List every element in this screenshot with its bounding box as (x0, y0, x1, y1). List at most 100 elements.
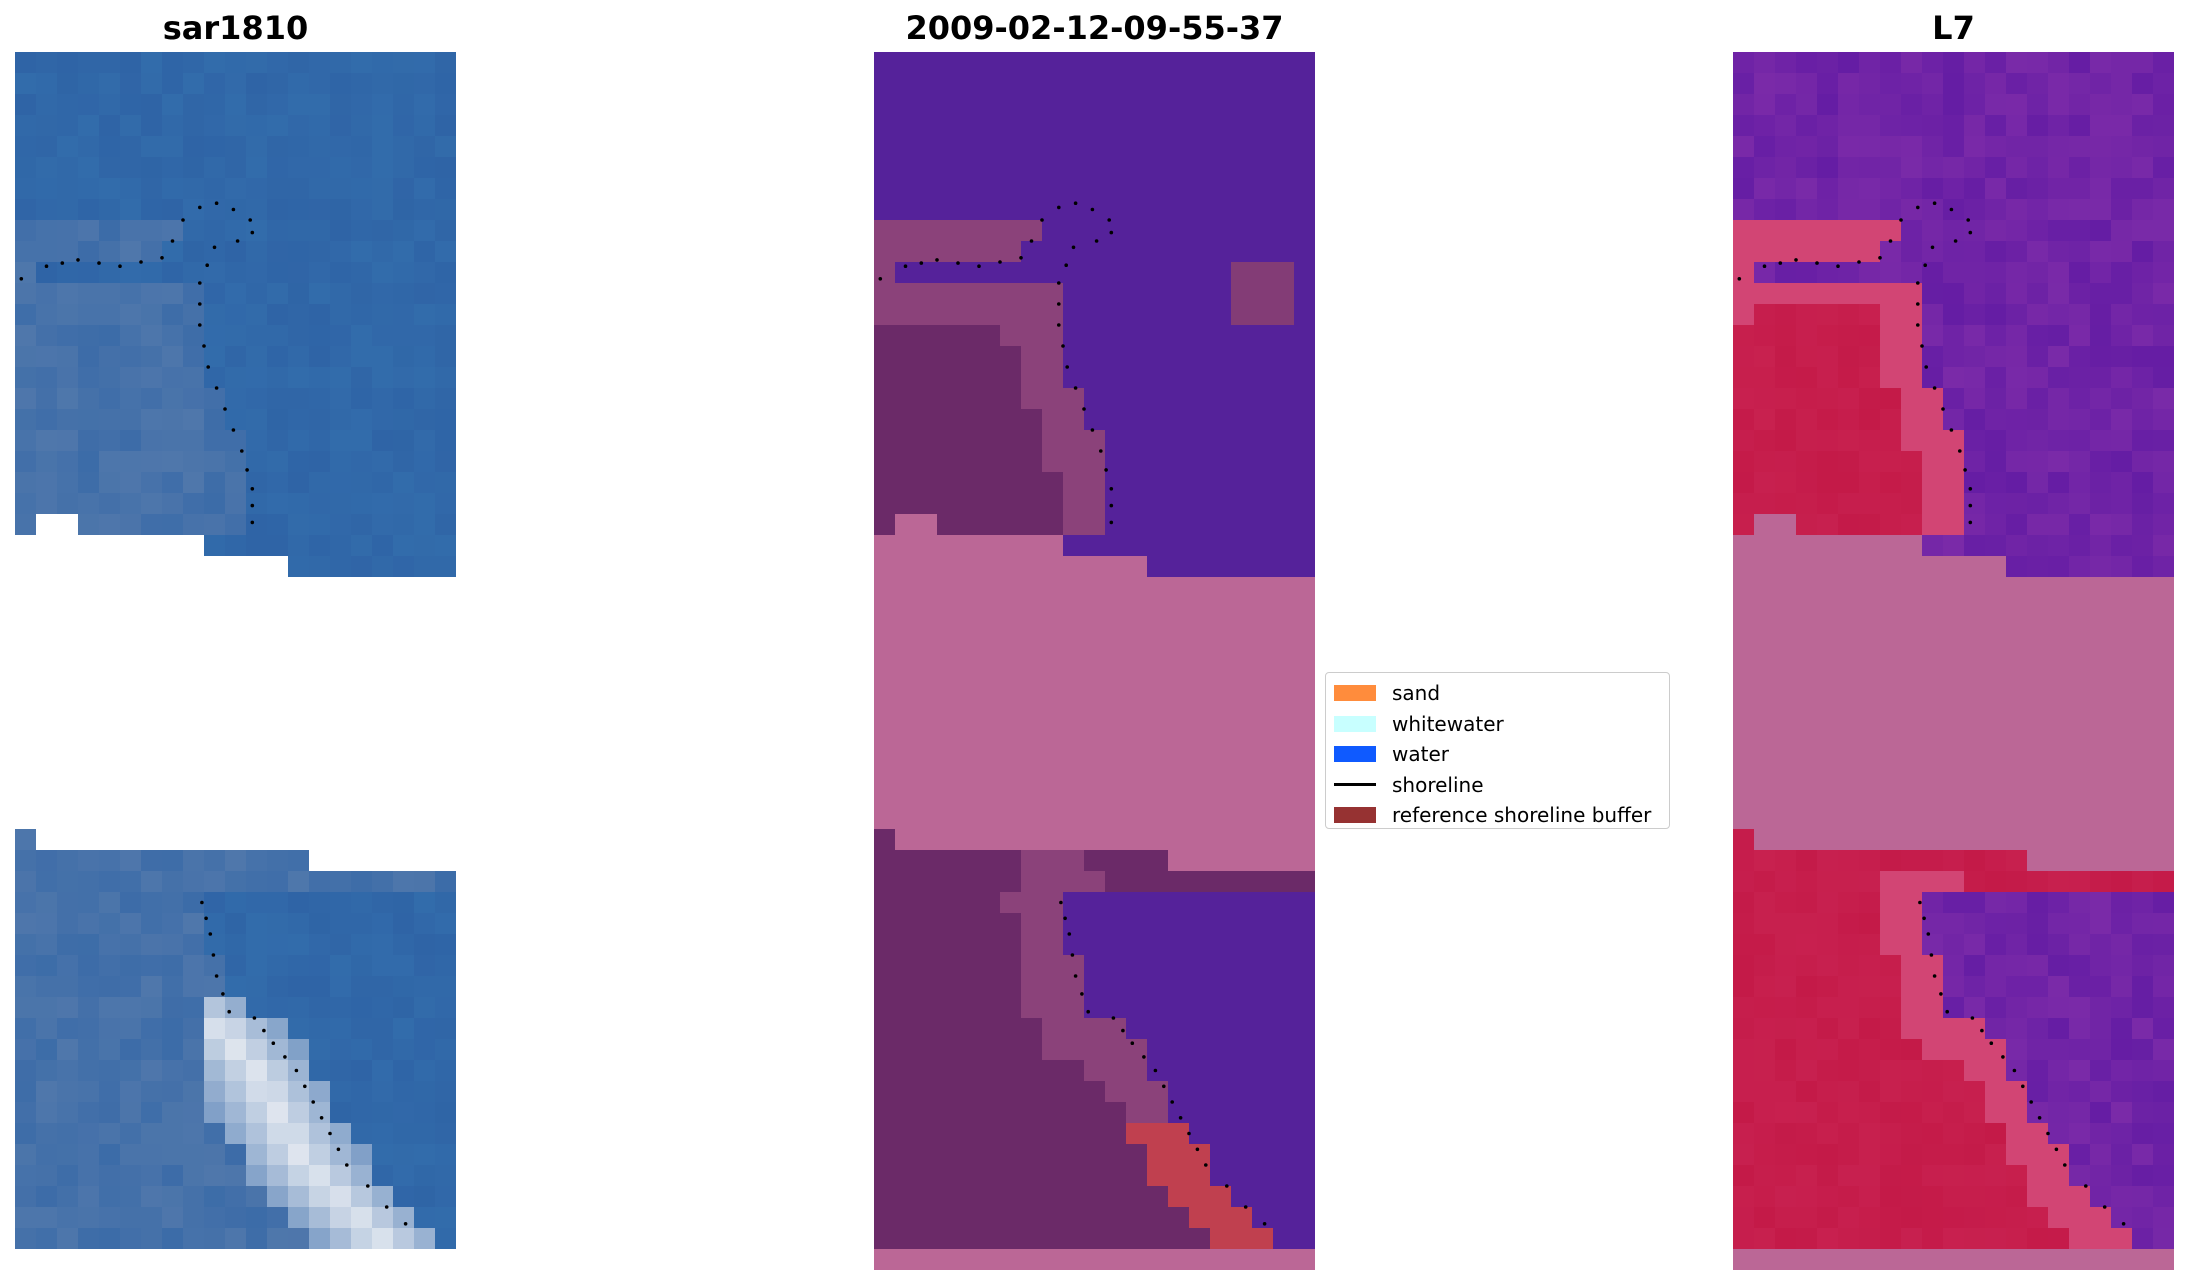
pixel-cell (979, 304, 1001, 326)
pixel-cell (183, 745, 205, 767)
pixel-cell (937, 955, 959, 977)
pixel-cell (225, 745, 247, 767)
pixel-cell (1273, 1165, 1295, 1187)
pixel-cell (874, 304, 896, 326)
pixel-cell (414, 682, 436, 704)
pixel-cell (2048, 136, 2070, 158)
pixel-cell (393, 577, 415, 599)
pixel-cell (958, 493, 980, 515)
pixel-cell (372, 640, 394, 662)
pixel-cell (1273, 199, 1295, 221)
shoreline-point (1878, 256, 1882, 260)
pixel-cell (1859, 1039, 1881, 1061)
pixel-cell (1733, 976, 1755, 998)
pixel-cell (246, 913, 268, 935)
pixel-cell (1042, 577, 1064, 599)
pixel-cell (2090, 1165, 2112, 1187)
pixel-cell (2132, 1102, 2154, 1124)
pixel-cell (1964, 199, 1986, 221)
pixel-cell (1754, 241, 1776, 263)
pixel-cell (99, 829, 121, 851)
pixel-cell (874, 955, 896, 977)
pixel-cell (267, 682, 289, 704)
pixel-cell (1231, 829, 1253, 851)
pixel-cell (1775, 1018, 1797, 1040)
pixel-cell (372, 577, 394, 599)
pixel-cell (1231, 304, 1253, 326)
pixel-cell (1000, 367, 1022, 389)
pixel-cell (1943, 1102, 1965, 1124)
pixel-cell (393, 1039, 415, 1061)
pixel-cell (57, 661, 79, 683)
pixel-cell (1943, 73, 1965, 95)
pixel-cell (1859, 115, 1881, 137)
pixel-cell (1000, 1228, 1022, 1250)
pixel-cell (2153, 913, 2174, 935)
pixel-cell (2090, 430, 2112, 452)
pixel-cell (1252, 493, 1274, 515)
pixel-cell (78, 787, 100, 809)
pixel-cell (1252, 262, 1274, 284)
pixel-cell (225, 409, 247, 431)
pixel-cell (1252, 1102, 1274, 1124)
pixel-cell (2090, 115, 2112, 137)
pixel-cell (414, 514, 436, 536)
pixel-cell (225, 1018, 247, 1040)
pixel-cell (2027, 388, 2049, 410)
pixel-cell (1147, 1249, 1169, 1270)
pixel-cell (288, 955, 310, 977)
pixel-cell (2111, 220, 2133, 242)
pixel-cell (1838, 241, 1860, 263)
pixel-cell (1796, 157, 1818, 179)
pixel-cell (1817, 241, 1839, 263)
pixel-cell (1817, 724, 1839, 746)
pixel-cell (874, 178, 896, 200)
pixel-cell (2090, 934, 2112, 956)
pixel-cell (1147, 1144, 1169, 1166)
pixel-cell (2006, 220, 2028, 242)
pixel-cell (1063, 283, 1085, 305)
pixel-cell (372, 1081, 394, 1103)
pixel-cell (1210, 472, 1232, 494)
pixel-cell (1168, 619, 1190, 641)
pixel-cell (1775, 199, 1797, 221)
pixel-cell (372, 724, 394, 746)
pixel-cell (2069, 976, 2091, 998)
pixel-cell (36, 1186, 58, 1208)
pixel-cell (1042, 892, 1064, 914)
pixel-cell (1775, 73, 1797, 95)
pixel-cell (1943, 1249, 1965, 1270)
pixel-cell (937, 556, 959, 578)
pixel-cell (2111, 1081, 2133, 1103)
pixel-cell (1252, 325, 1274, 347)
pixel-cell (2048, 409, 2070, 431)
panel-title-l7: L7 (1932, 9, 1975, 47)
pixel-cell (1817, 1249, 1839, 1270)
pixel-cell (1210, 94, 1232, 116)
pixel-cell (1231, 493, 1253, 515)
pixel-cell (874, 1144, 896, 1166)
pixel-cell (916, 514, 938, 536)
pixel-cell (78, 283, 100, 305)
pixel-cell (2006, 1144, 2028, 1166)
pixel-cell (1733, 1018, 1755, 1040)
pixel-cell (1733, 472, 1755, 494)
pixel-cell (204, 1060, 226, 1082)
pixel-cell (1084, 808, 1106, 830)
pixel-cell (372, 1144, 394, 1166)
pixel-cell (1733, 766, 1755, 788)
shoreline-point (2021, 1084, 2025, 1089)
pixel-cell (288, 346, 310, 368)
pixel-cell (1231, 262, 1253, 284)
pixel-cell (1231, 1039, 1253, 1061)
pixel-cell (393, 367, 415, 389)
pixel-cell (1775, 430, 1797, 452)
pixel-cell (1147, 367, 1169, 389)
pixel-cell (15, 199, 37, 221)
shoreline-point (1082, 407, 1086, 411)
pixel-cell (916, 1228, 938, 1250)
pixel-cell (414, 1039, 436, 1061)
pixel-cell (330, 724, 352, 746)
pixel-cell (1733, 745, 1755, 767)
pixel-cell (1000, 1165, 1022, 1187)
